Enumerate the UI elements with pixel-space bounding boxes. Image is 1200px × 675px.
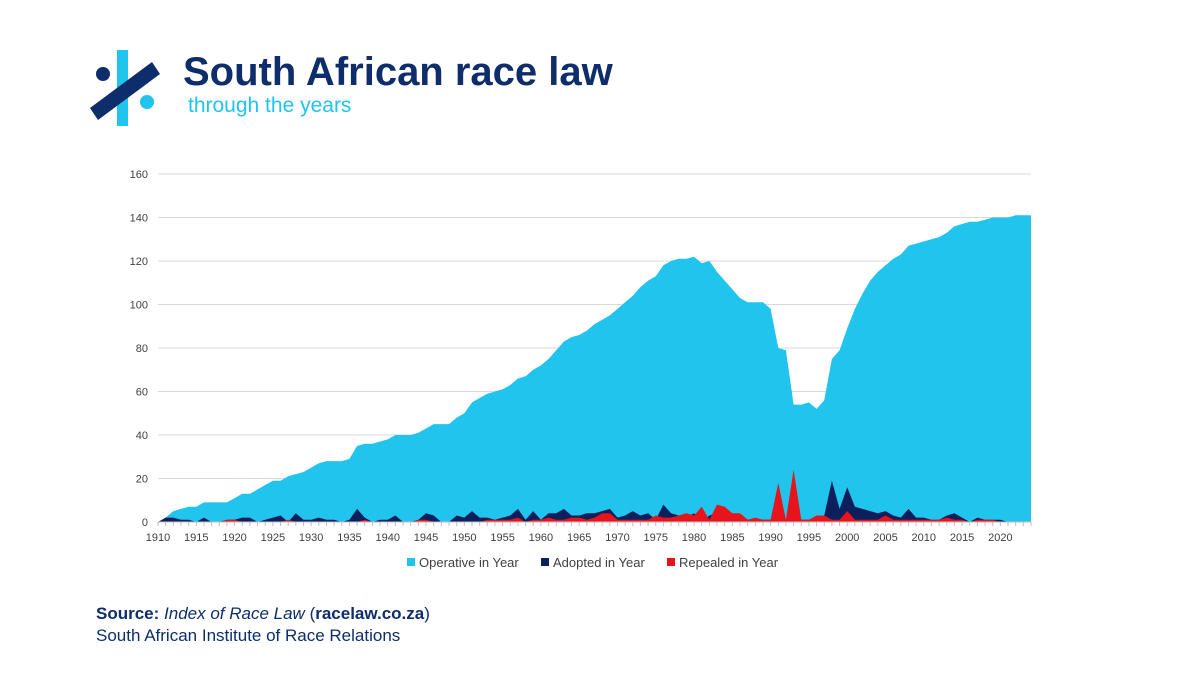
operative-area-legend-label: Operative in Year [419,555,519,570]
y-tick-label: 100 [130,300,148,312]
source-label: Source: [96,604,160,623]
source-block: Source: Index of Race Law (racelaw.co.za… [96,603,430,647]
x-tick-label: 1965 [567,532,591,544]
y-tick-label: 80 [136,343,148,355]
adopted-area-legend-label: Adopted in Year [553,555,645,570]
x-tick-label: 1930 [299,532,323,544]
x-tick-label: 1910 [146,532,170,544]
source-close-paren: ) [424,604,430,623]
x-tick-label: 1985 [720,532,744,544]
area-series [158,215,1031,523]
y-tick-label: 40 [136,430,148,442]
y-tick-label: 0 [142,517,148,529]
y-tick-label: 160 [130,169,148,181]
x-tick-label: 2005 [873,532,897,544]
y-tick-label: 120 [130,256,148,268]
source-work: Index of Race Law [164,604,305,623]
legend: Operative in Year Adopted in Year Repealed… [407,555,779,570]
page-title: South African race law [183,50,613,94]
y-tick-label: 60 [136,387,148,399]
x-tick-label: 1990 [758,532,782,544]
x-tick-label: 1935 [337,532,361,544]
race-law-area-chart: 1910 1915 1920 1925 1930 1935 1940 1945 1950 1955… [130,169,1032,570]
adopted-area-legend-swatch [541,558,549,566]
x-tick-label: 1945 [414,532,438,544]
repealed-area-legend-label: Repealed in Year [679,555,779,570]
source-organization: South African Institute of Race Relation… [96,626,401,645]
x-tick-label: 2010 [912,532,936,544]
x-tick-label: 1955 [490,532,514,544]
x-tick-label: 2020 [988,532,1012,544]
x-tick-label: 2015 [950,532,974,544]
x-tick-label: 1920 [222,532,246,544]
y-axis-labels: 0 20 40 60 80 100 120 140 160 [130,169,148,529]
x-tick-label: 1925 [261,532,285,544]
x-tick-label: 1940 [375,532,399,544]
source-site-link[interactable]: racelaw.co.za [315,604,425,623]
operative-area-legend-swatch [407,558,415,566]
y-tick-label: 20 [136,474,148,486]
source-open-paren: ( [304,604,316,623]
race-law-logo [90,50,160,126]
x-tick-label: 1995 [797,532,821,544]
x-tick-label: 1950 [452,532,476,544]
x-tick-label: 1975 [644,532,668,544]
x-tick-label: 1980 [682,532,706,544]
operative-area-series [158,215,1031,523]
x-tick-label: 1960 [529,532,553,544]
x-tick-label: 2000 [835,532,859,544]
x-tick-label: 1970 [605,532,629,544]
y-tick-label: 140 [130,213,148,225]
page-subtitle: through the years [188,94,352,117]
repealed-area-legend-swatch [667,558,675,566]
x-axis: 1910 1915 1920 1925 1930 1935 1940 1945 1950 1955… [146,521,1032,544]
adopted-area-series [158,480,1031,522]
x-tick-label: 1915 [184,532,208,544]
